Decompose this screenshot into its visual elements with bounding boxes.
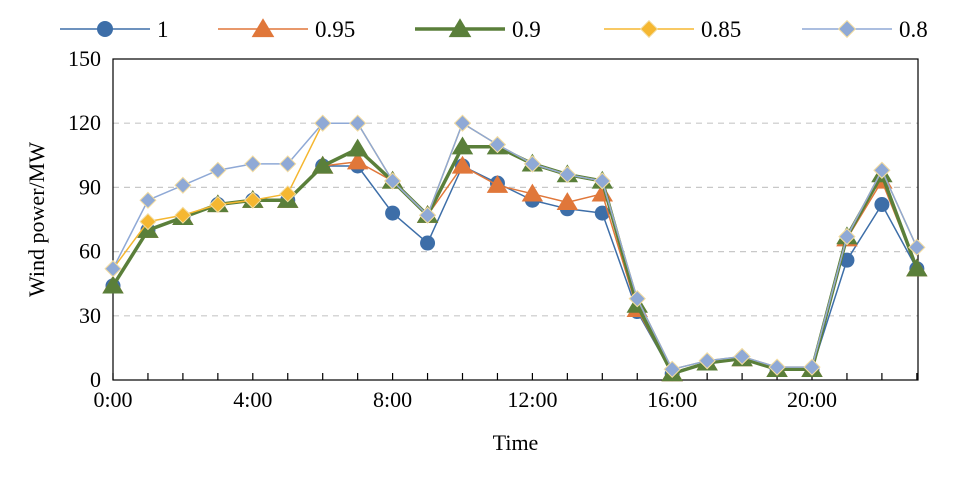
data-point-series-0-8 [838, 228, 856, 246]
series-0-9 [102, 136, 928, 382]
data-point-series-0-8 [593, 172, 611, 190]
legend-label: 0.9 [512, 17, 541, 42]
series-0-9-line [111, 144, 919, 376]
data-point-series-0-8 [768, 358, 786, 376]
data-point-legend-series-0-95 [251, 18, 275, 38]
data-point-series-1 [385, 205, 401, 221]
data-point-series-0-95 [451, 155, 474, 174]
data-point-series-0-9 [102, 275, 124, 294]
data-point-series-0-95 [346, 151, 369, 170]
data-point-series-0-8 [104, 260, 122, 278]
data-point-series-0-8 [139, 191, 157, 209]
data-point-series-0-8 [628, 290, 646, 308]
data-point-series-0-8 [523, 155, 541, 173]
legend-item-series-0-95: 0.95 [218, 17, 355, 42]
data-point-series-0-9 [451, 136, 474, 155]
data-point-series-0-8 [453, 114, 472, 132]
data-point-series-0-9 [346, 138, 369, 157]
y-axis-ticks: 0 30 60 90 120 150 [68, 46, 101, 392]
legend: 1 0.95 0.9 0.85 0.8 [60, 17, 928, 42]
y-axis-label: Wind power/MW [24, 142, 49, 297]
legend-item-series-0-9: 0.9 [415, 17, 541, 42]
data-point-legend-series-1 [97, 21, 113, 37]
data-point-series-0-85 [209, 195, 227, 214]
series-0-8 [104, 114, 926, 378]
legend-label: 0.95 [315, 17, 355, 42]
data-point-series-0-8 [908, 238, 926, 256]
data-point-series-0-8 [279, 155, 297, 173]
data-point-series-1 [874, 197, 890, 213]
series-0-85-line [112, 122, 918, 371]
data-point-series-0-85 [244, 191, 262, 209]
data-point-legend-series-0-9 [448, 18, 472, 38]
series-group [102, 114, 928, 382]
y-tick-label: 150 [68, 46, 101, 71]
y-tick-label: 30 [79, 303, 101, 328]
data-point-series-1 [594, 205, 610, 221]
data-point-series-0-8 [244, 155, 262, 173]
x-tick-label: 16:00 [647, 387, 697, 412]
data-point-series-0-8 [803, 358, 821, 376]
y-tick-label: 90 [79, 174, 101, 199]
data-point-series-1 [420, 235, 436, 251]
series-1 [105, 158, 925, 382]
series-0-8-line [112, 122, 918, 371]
x-axis-label: Time [493, 430, 539, 455]
legend-item-series-0-85: 0.85 [604, 17, 741, 42]
legend-label: 0.85 [701, 17, 741, 42]
legend-label: 1 [157, 17, 169, 42]
data-point-series-0-95 [556, 192, 579, 211]
x-tick-label: 12:00 [507, 387, 557, 412]
series-0-95-line [112, 160, 918, 375]
legend-item-series-0-8: 0.8 [802, 17, 928, 42]
legend-label: 0.8 [899, 17, 928, 42]
series-1-line [112, 165, 918, 375]
data-point-series-0-8 [733, 347, 751, 366]
data-point-series-0-8 [663, 360, 681, 378]
data-point-series-0-8 [558, 165, 576, 184]
legend-item-series-1: 1 [60, 17, 169, 42]
data-point-series-0-85 [139, 213, 157, 231]
data-point-series-0-8 [488, 136, 507, 154]
data-point-series-0-8 [384, 172, 402, 190]
data-point-series-0-95 [521, 183, 544, 202]
series-0-95 [102, 151, 928, 382]
data-point-series-0-85 [279, 185, 297, 203]
x-tick-label: 4:00 [233, 387, 272, 412]
data-point-series-0-8 [349, 114, 367, 132]
x-tick-label: 0:00 [93, 387, 132, 412]
data-point-series-0-9 [906, 258, 928, 277]
data-point-series-0-8 [698, 352, 716, 370]
data-point-legend-series-0-8 [837, 19, 857, 39]
data-point-series-0-8 [174, 176, 192, 194]
plot-area-frame [112, 58, 919, 381]
y-tick-label: 60 [79, 239, 101, 264]
gridlines [113, 122, 918, 317]
data-point-series-0-9 [311, 155, 334, 174]
data-point-series-0-8 [873, 161, 891, 179]
x-tick-label: 20:00 [787, 387, 837, 412]
x-axis-ticks: 0:00 4:00 8:00 12:00 16:00 20:00 [93, 373, 918, 412]
data-point-series-0-85 [174, 206, 192, 224]
data-point-series-0-95 [486, 175, 509, 193]
y-tick-label: 120 [68, 110, 101, 135]
data-point-series-0-8 [418, 206, 437, 224]
data-point-series-0-8 [314, 114, 332, 132]
data-point-series-0-8 [209, 161, 227, 179]
x-tick-label: 8:00 [373, 387, 412, 412]
y-tick-label: 0 [90, 367, 101, 392]
data-point-legend-series-0-85 [639, 19, 659, 39]
